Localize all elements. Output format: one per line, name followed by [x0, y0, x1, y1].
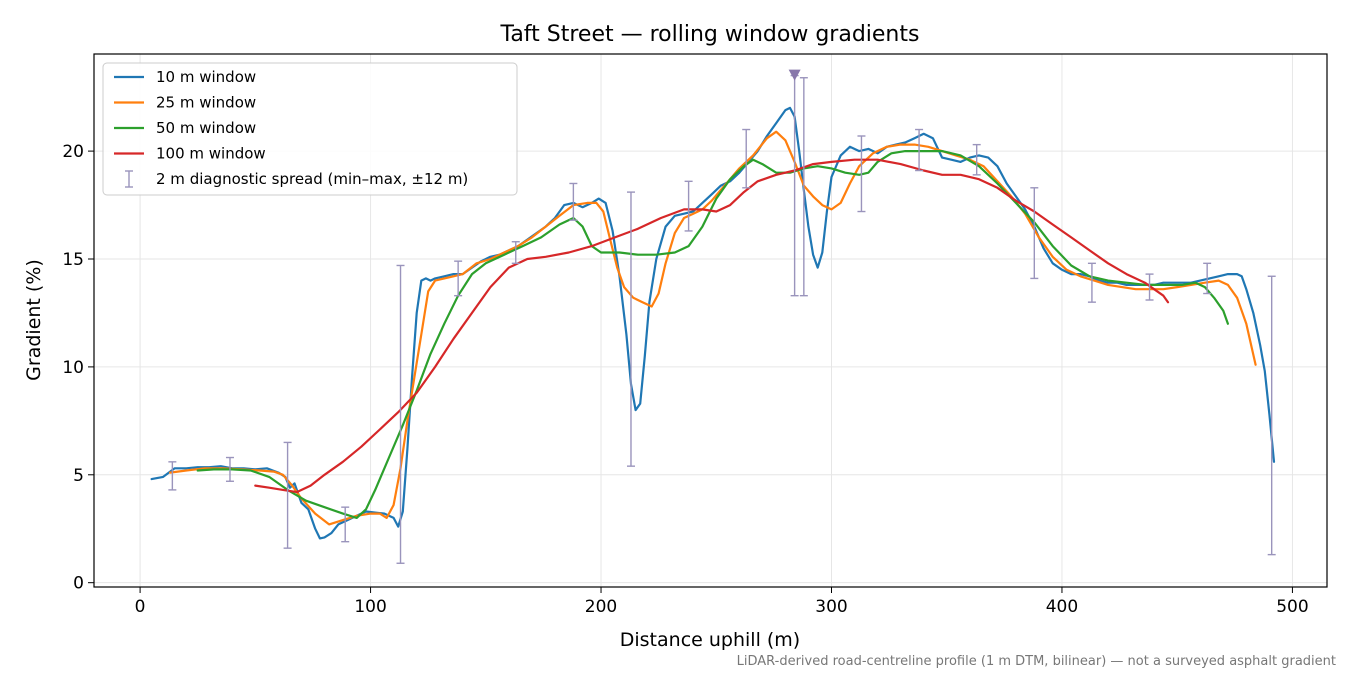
errorbar-layer: [168, 74, 1276, 564]
peak-marker: [788, 69, 801, 81]
y-axis-label: Gradient (%): [23, 259, 45, 381]
series-line-3: [196, 150, 1229, 519]
x-tick-label: 400: [1046, 597, 1078, 617]
x-tick-label: 300: [815, 597, 847, 617]
y-tick-label: 15: [62, 250, 84, 270]
y-tick-label: 20: [62, 142, 84, 162]
footnote: LiDAR-derived road-centreline profile (1…: [737, 654, 1336, 669]
y-tick-label: 10: [62, 358, 84, 378]
y-tick-label: 0: [73, 574, 84, 594]
legend-label-1: 10 m window: [156, 68, 256, 86]
plot-frame: [93, 53, 1328, 588]
x-tick-label: 0: [135, 597, 146, 617]
series-line-4: [254, 158, 1170, 494]
legend-label-4: 100 m window: [156, 145, 266, 163]
y-tick-label: 5: [73, 466, 84, 486]
axes: 0 100 200 300 400 500 0 5 10 15 20: [62, 142, 1308, 617]
x-tick-label: 100: [354, 597, 386, 617]
legend-label-3: 50 m window: [156, 119, 256, 137]
legend-label-errorbars: 2 m diagnostic spread (min–max, ±12 m): [156, 170, 468, 188]
chart-title: Taft Street — rolling window gradients: [500, 22, 920, 47]
legend-label-2: 25 m window: [156, 94, 256, 112]
x-axis-label: Distance uphill (m): [620, 629, 800, 651]
legend: 10 m window 25 m window 50 m window 100 m w…: [102, 62, 518, 196]
legend-box: [102, 62, 518, 196]
x-tick-label: 500: [1276, 597, 1308, 617]
marker-layer: [788, 69, 801, 81]
x-tick-label: 200: [585, 597, 617, 617]
